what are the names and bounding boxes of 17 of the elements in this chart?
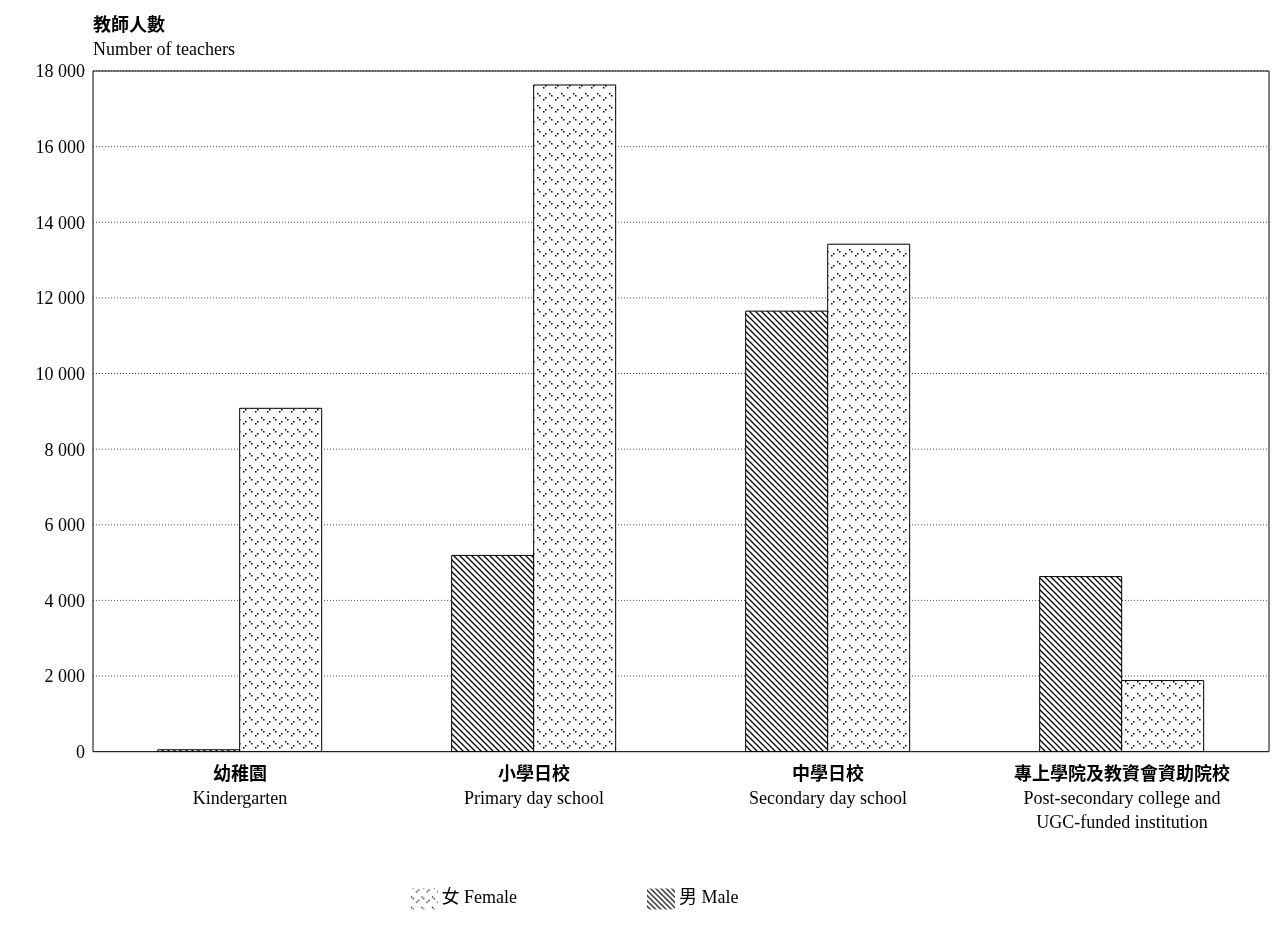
y-tick-label: 0: [76, 742, 85, 763]
y-tick-label: 18 000: [35, 61, 85, 82]
y-tick-label: 8 000: [44, 439, 85, 460]
x-tick-label: 專上學院及教資會資助院校 Post-secondary college and UGC-funded institution: [1014, 758, 1230, 832]
y-tick-label: 2 000: [44, 666, 85, 687]
y-tick-label: 6 000: [44, 515, 85, 536]
y-tick-label: 14 000: [35, 212, 85, 233]
x-tick-label: 幼稚園 Kindergarten: [192, 758, 288, 808]
legend-label: 女 Female: [441, 881, 517, 908]
y-axis-title: 教師人數 Number of teachers: [93, 10, 235, 61]
x-tick-label: 中學日校 Secondary day school: [749, 758, 907, 808]
legend-label: 男 Male: [679, 881, 739, 908]
y-tick-label: 4 000: [44, 590, 85, 611]
y-tick-label: 10 000: [35, 363, 85, 384]
x-tick-label: 小學日校 Primary day school: [464, 758, 604, 808]
y-tick-label: 12 000: [35, 288, 85, 309]
y-tick-label: 16 000: [35, 137, 85, 158]
